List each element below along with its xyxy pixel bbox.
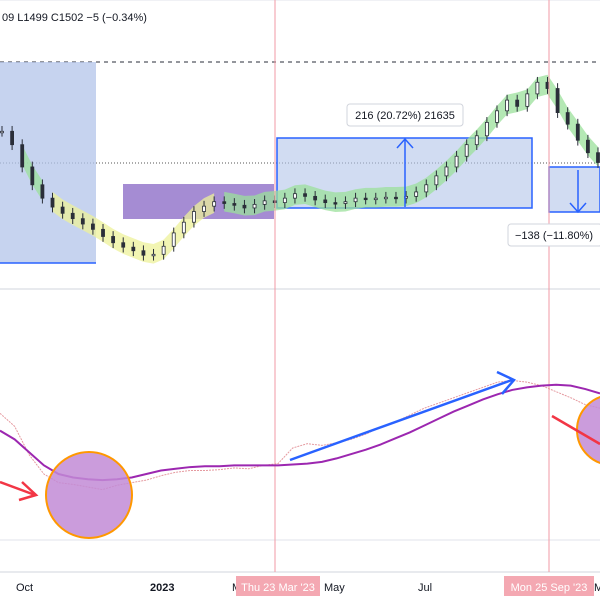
candle-body (282, 197, 287, 204)
candle-body (10, 130, 15, 146)
blue-arrow-up-icon (289, 370, 517, 462)
candle-body (363, 197, 368, 201)
time-label-m-right: M (594, 582, 600, 594)
candle-body (454, 155, 459, 168)
candle-body (575, 123, 580, 141)
measure-down-label-bg (507, 223, 600, 247)
candle-body (91, 223, 95, 230)
measure-box-down[interactable] (548, 166, 600, 213)
time-label-may: May (324, 582, 345, 594)
candle-body (70, 212, 75, 220)
candle-body (414, 191, 419, 197)
candle-body (30, 166, 35, 186)
candle-body (0, 130, 4, 134)
candle-body (434, 175, 439, 186)
candle-body (161, 245, 166, 255)
candle-body (202, 205, 206, 212)
candle-body (555, 88, 560, 113)
candle-body (131, 246, 136, 252)
indicator-fast-line (0, 379, 600, 491)
cloud-segment-green (224, 74, 598, 216)
measure-up-label: 216 (20.72%) 21635 (355, 110, 455, 122)
candle-body (585, 139, 590, 154)
candle-body (151, 253, 156, 257)
range-box-left[interactable] (0, 62, 96, 263)
candle-body (313, 195, 318, 201)
candle-body (464, 144, 469, 157)
candle-body (101, 228, 105, 237)
measure-up-label-bg (346, 103, 464, 127)
red-arrow-left-icon (0, 480, 39, 502)
candle-body (495, 110, 499, 123)
candle-body (424, 184, 429, 193)
date-marker-sep: Mon 25 Sep '23 (511, 582, 588, 594)
candle-body (171, 232, 176, 247)
ohlc-readout: 09 L1499 C1502 −5 (−0.34%) (2, 12, 147, 24)
measure-down-label: −138 (−11.80%) (515, 230, 593, 242)
candle-body (525, 93, 530, 107)
highlight-circle-left[interactable] (45, 451, 133, 539)
candle-body (262, 200, 267, 205)
candle-body (383, 196, 388, 200)
candle-body (353, 197, 358, 203)
candle-body (232, 203, 237, 206)
candle-body (323, 199, 328, 204)
candle-body (50, 197, 55, 208)
candle-body (40, 184, 45, 199)
candle-body (212, 201, 217, 207)
candle-body (343, 201, 348, 204)
candle-body (222, 201, 227, 204)
candle-body (141, 250, 146, 256)
candle-body (535, 81, 540, 95)
price-candles (0, 76, 600, 261)
candle-body (394, 196, 398, 200)
date-marker-sep-bg (504, 576, 594, 596)
candle-body (484, 121, 489, 137)
candle-body (242, 204, 247, 209)
candle-body (505, 99, 509, 112)
up-arrow-icon (396, 137, 414, 207)
time-label-jul: Jul (418, 582, 432, 594)
candle-body (20, 144, 25, 168)
candle-body (474, 135, 479, 146)
date-marker-mar: Thu 23 Mar '23 (241, 582, 315, 594)
candle-body (444, 166, 449, 177)
date-marker-mar-bg (236, 576, 320, 596)
red-arrow-right-icon (551, 414, 600, 446)
time-label-oct: Oct (16, 582, 33, 594)
candle-body (111, 236, 116, 244)
candle-body (60, 206, 65, 214)
candle-body (515, 99, 520, 107)
candle-body (121, 242, 126, 248)
candle-body (80, 218, 85, 225)
down-arrow-icon (569, 170, 587, 214)
candle-body (373, 197, 378, 201)
candle-body (333, 202, 338, 205)
candle-body (181, 221, 186, 234)
candle-body (293, 193, 297, 199)
candle-body (303, 193, 307, 197)
candle-body (565, 112, 570, 125)
candle-body (596, 152, 600, 163)
candle-body (192, 211, 196, 223)
time-label-2023: 2023 (150, 582, 174, 594)
candle-body (252, 203, 257, 209)
